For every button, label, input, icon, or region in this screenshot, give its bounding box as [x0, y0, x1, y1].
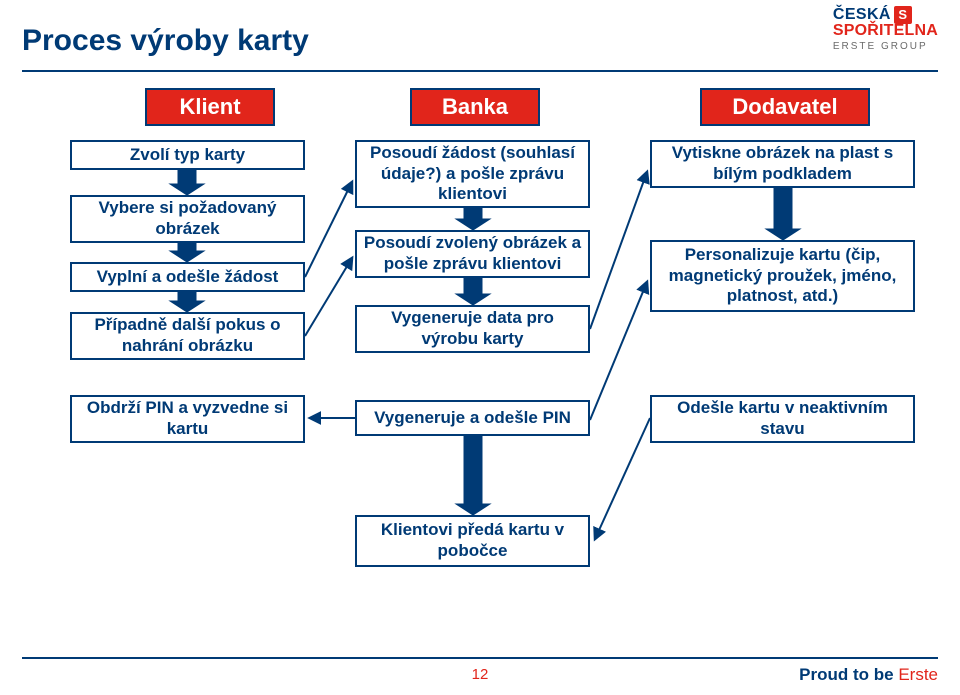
tagline-red: Erste: [898, 665, 938, 684]
footer-tagline: Proud to be Erste: [799, 665, 938, 685]
logo-line2: SPOŘITELNA: [833, 22, 938, 40]
tagline-pre: Proud to be: [799, 665, 898, 684]
flow-arrows: [0, 80, 960, 650]
logo: ČESKÁ S SPOŘITELNA ERSTE GROUP: [833, 6, 938, 52]
footer-rule: [22, 657, 938, 659]
title-rule: [22, 70, 938, 72]
page-number: 12: [472, 666, 489, 683]
logo-subline: ERSTE GROUP: [833, 41, 938, 52]
page-title: Proces výroby karty: [22, 24, 309, 58]
flowchart-stage: Klient Banka Dodavatel Zvolí typ karty V…: [0, 80, 960, 650]
